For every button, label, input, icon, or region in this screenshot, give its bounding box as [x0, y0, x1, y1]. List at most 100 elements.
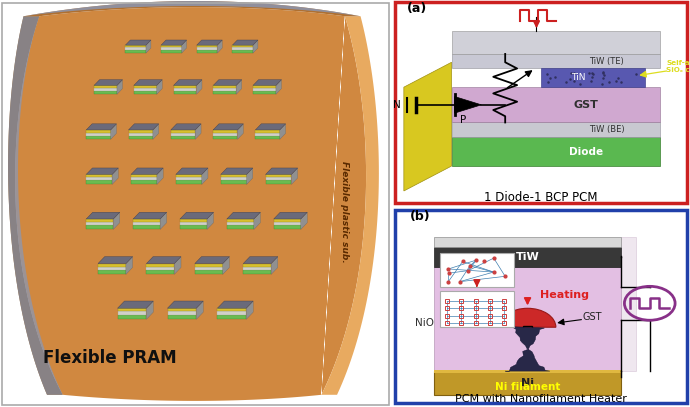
Polygon shape — [237, 124, 244, 139]
Polygon shape — [146, 270, 175, 274]
Text: PCM with Nanofilament Heater: PCM with Nanofilament Heater — [455, 394, 627, 404]
Text: Flexible PRAM: Flexible PRAM — [43, 349, 177, 367]
Polygon shape — [451, 137, 660, 166]
Polygon shape — [274, 219, 301, 222]
Polygon shape — [197, 45, 217, 47]
Polygon shape — [221, 168, 253, 175]
Text: (b): (b) — [410, 210, 431, 223]
Polygon shape — [195, 124, 201, 139]
Polygon shape — [236, 80, 241, 94]
Polygon shape — [622, 238, 636, 371]
Polygon shape — [23, 1, 361, 16]
FancyBboxPatch shape — [433, 371, 622, 395]
Polygon shape — [227, 222, 254, 225]
Polygon shape — [134, 88, 157, 91]
Polygon shape — [213, 80, 242, 85]
Polygon shape — [197, 40, 222, 45]
Polygon shape — [98, 270, 126, 274]
Polygon shape — [175, 257, 181, 274]
Polygon shape — [233, 40, 258, 45]
Polygon shape — [146, 40, 151, 53]
Polygon shape — [133, 219, 160, 222]
Polygon shape — [201, 168, 208, 184]
Polygon shape — [233, 45, 253, 47]
Polygon shape — [174, 80, 202, 85]
Polygon shape — [274, 212, 307, 219]
Polygon shape — [253, 85, 276, 88]
FancyBboxPatch shape — [395, 2, 687, 204]
Polygon shape — [126, 257, 132, 274]
Text: Diode: Diode — [569, 147, 603, 157]
Polygon shape — [180, 225, 207, 230]
Polygon shape — [227, 225, 254, 230]
Polygon shape — [86, 219, 113, 222]
Polygon shape — [451, 87, 660, 123]
Polygon shape — [153, 124, 159, 139]
Polygon shape — [174, 85, 197, 88]
Polygon shape — [451, 54, 660, 68]
Polygon shape — [94, 91, 117, 94]
Text: GST: GST — [582, 312, 602, 322]
Polygon shape — [322, 16, 379, 395]
Polygon shape — [86, 175, 112, 177]
Wedge shape — [500, 308, 556, 327]
Polygon shape — [161, 40, 186, 45]
Polygon shape — [266, 180, 291, 184]
Polygon shape — [217, 315, 246, 319]
Text: Ni filament: Ni filament — [495, 382, 560, 392]
FancyBboxPatch shape — [433, 237, 622, 247]
Polygon shape — [117, 80, 123, 94]
Polygon shape — [133, 222, 160, 225]
Polygon shape — [253, 91, 276, 94]
Polygon shape — [195, 257, 229, 264]
Polygon shape — [180, 212, 213, 219]
Polygon shape — [98, 267, 126, 270]
Polygon shape — [180, 219, 207, 222]
Text: TiW (TE): TiW (TE) — [589, 57, 624, 66]
Polygon shape — [86, 177, 112, 180]
Polygon shape — [94, 88, 117, 91]
Polygon shape — [98, 264, 126, 267]
Polygon shape — [213, 85, 236, 88]
Polygon shape — [243, 267, 271, 270]
Text: NiO: NiO — [415, 318, 434, 328]
Polygon shape — [131, 168, 163, 175]
Polygon shape — [274, 225, 301, 230]
Polygon shape — [8, 16, 63, 395]
Polygon shape — [131, 177, 157, 180]
Polygon shape — [279, 124, 286, 139]
Polygon shape — [255, 124, 286, 130]
Polygon shape — [253, 80, 282, 85]
FancyBboxPatch shape — [433, 370, 622, 373]
Polygon shape — [541, 68, 645, 87]
Polygon shape — [266, 175, 291, 177]
Text: Ni: Ni — [521, 378, 534, 388]
Polygon shape — [451, 31, 660, 54]
Polygon shape — [217, 301, 253, 308]
Text: Flexible plastic sub.: Flexible plastic sub. — [340, 161, 349, 263]
Polygon shape — [131, 180, 157, 184]
Polygon shape — [113, 212, 120, 230]
Polygon shape — [255, 133, 279, 136]
Text: 1 Diode-1 BCP PCM: 1 Diode-1 BCP PCM — [484, 191, 598, 204]
Polygon shape — [505, 327, 550, 372]
Polygon shape — [176, 180, 201, 184]
Polygon shape — [243, 270, 271, 274]
Polygon shape — [86, 124, 117, 130]
Polygon shape — [110, 124, 117, 139]
Polygon shape — [271, 257, 278, 274]
Polygon shape — [255, 130, 279, 133]
Polygon shape — [195, 264, 223, 267]
Polygon shape — [217, 311, 246, 315]
Polygon shape — [8, 16, 63, 395]
Polygon shape — [276, 80, 282, 94]
Polygon shape — [171, 136, 195, 139]
Polygon shape — [161, 50, 181, 53]
Polygon shape — [128, 133, 153, 136]
Polygon shape — [171, 133, 195, 136]
Polygon shape — [451, 123, 660, 137]
Polygon shape — [117, 311, 146, 315]
Text: Self-assembled
SiOₓ cylinders: Self-assembled SiOₓ cylinders — [666, 60, 690, 73]
Polygon shape — [301, 212, 307, 230]
Polygon shape — [227, 219, 254, 222]
